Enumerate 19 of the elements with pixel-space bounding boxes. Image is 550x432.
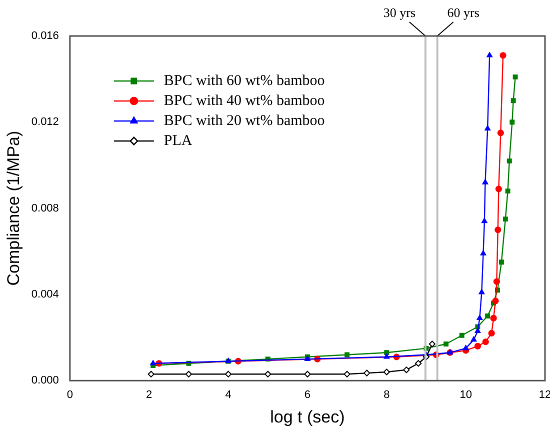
x-axis-title: log t (sec): [270, 407, 345, 426]
y-tick-label: 0.004: [31, 288, 59, 300]
ref-line-label: 60 yrs: [447, 4, 480, 20]
y-tick-label: 0.008: [31, 202, 59, 214]
x-tick-label: 10: [460, 389, 472, 402]
x-tick-label: 6: [304, 389, 311, 402]
x-tick-label: 0: [66, 389, 73, 402]
ref-line-label: 30 yrs: [383, 4, 416, 20]
legend-label: BPC with 60 wt% bamboo: [164, 72, 325, 89]
y-axis-title: Compliance (1/MPa): [4, 130, 23, 286]
y-tick-label: 0.000: [31, 374, 59, 387]
x-tick-label: 8: [384, 389, 390, 402]
y-tick-label: 0.016: [31, 30, 59, 42]
x-tick-label: 4: [225, 389, 232, 402]
legend-label: PLA: [164, 132, 192, 149]
x-tick-label: 2: [146, 389, 152, 402]
y-tick-label: 0.012: [31, 116, 59, 128]
legend-label: BPC with 20 wt% bamboo: [164, 112, 325, 129]
legend-label: BPC with 40 wt% bamboo: [164, 92, 325, 109]
